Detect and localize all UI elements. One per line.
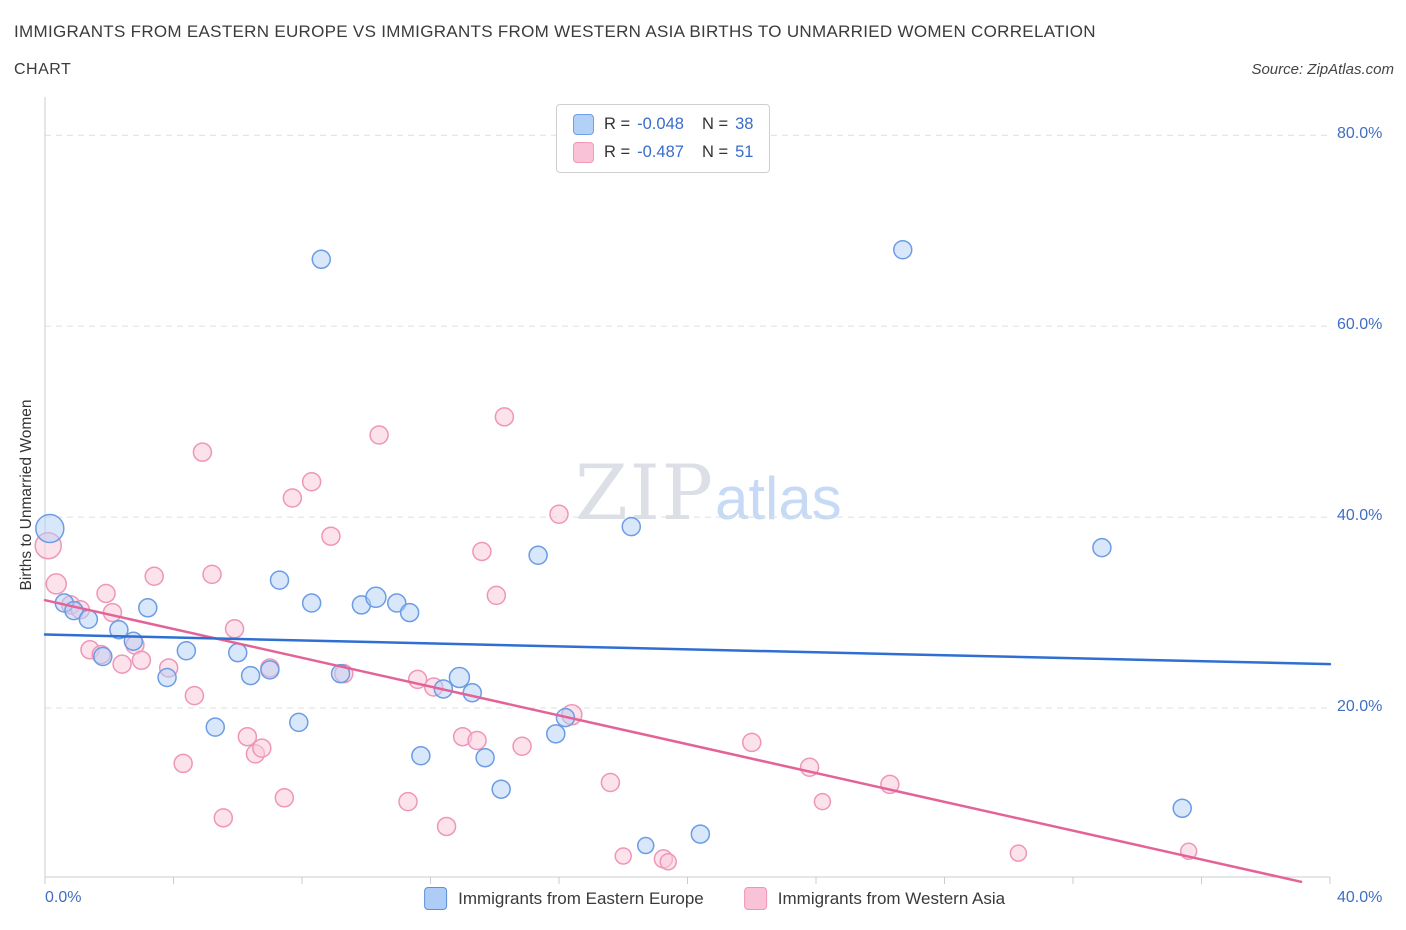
n-value: 51 (735, 143, 754, 161)
point-western-asia (813, 792, 832, 811)
eastern-europe-legend-swatch-icon (424, 887, 448, 910)
n-label: N = (701, 115, 729, 133)
western-asia-legend-swatch-icon (743, 887, 767, 910)
point-eastern-europe (138, 598, 158, 618)
point-eastern-europe (546, 724, 566, 744)
point-western-asia (102, 602, 123, 623)
point-western-asia (224, 619, 245, 639)
point-western-asia (96, 583, 116, 604)
point-eastern-europe (462, 683, 483, 703)
point-western-asia (549, 504, 569, 524)
point-eastern-europe (475, 747, 495, 768)
point-western-asia (237, 726, 258, 747)
point-western-asia (659, 853, 677, 871)
point-eastern-europe (93, 646, 113, 667)
point-western-asia (436, 816, 457, 837)
point-eastern-europe (330, 663, 351, 684)
legend-label-eastern-europe: Immigrants from Eastern Europe (458, 888, 704, 908)
point-eastern-europe (157, 667, 177, 688)
legend-item-eastern-europe: Immigrants from Eastern Europe (424, 887, 704, 910)
point-eastern-europe (448, 666, 471, 689)
point-eastern-europe (491, 779, 511, 799)
point-eastern-europe (621, 516, 642, 537)
correlation-row-eastern-europe: R = -0.048 N = 38 (573, 114, 753, 135)
point-western-asia (184, 685, 205, 706)
point-eastern-europe (528, 545, 548, 566)
legend-item-western-asia: Immigrants from Western Asia (743, 887, 1006, 910)
point-western-asia (467, 730, 487, 751)
eastern-europe-swatch-icon (573, 114, 594, 135)
point-eastern-europe (690, 824, 711, 844)
point-eastern-europe (228, 642, 248, 663)
point-eastern-europe (78, 609, 99, 630)
point-eastern-europe (205, 717, 226, 737)
point-eastern-europe (176, 641, 197, 661)
point-western-asia (398, 791, 418, 812)
point-eastern-europe (365, 586, 387, 609)
trend-line-eastern-europe (43, 633, 1332, 666)
point-western-asia (192, 442, 213, 462)
point-eastern-europe (301, 593, 322, 613)
point-eastern-europe (411, 746, 431, 766)
point-eastern-europe (1172, 798, 1192, 819)
point-western-asia (274, 788, 295, 808)
r-value: -0.487 (637, 143, 684, 161)
point-western-asia (131, 650, 152, 671)
point-western-asia (1009, 844, 1028, 862)
y-tick-label-80: 80.0% (1337, 125, 1383, 142)
point-eastern-europe (123, 631, 144, 651)
bottom-legend: Immigrants from Eastern Europe Immigrant… (424, 887, 1005, 910)
correlation-row-western-asia: R = -0.487 N = 51 (573, 142, 753, 163)
point-western-asia (45, 573, 67, 595)
point-eastern-europe (387, 593, 407, 613)
point-eastern-europe (399, 602, 420, 623)
y-tick-label-20: 20.0% (1337, 698, 1383, 715)
point-eastern-europe (1092, 537, 1112, 558)
point-eastern-europe (260, 660, 280, 680)
point-eastern-europe (269, 570, 290, 590)
point-western-asia (321, 526, 341, 546)
legend-label-western-asia: Immigrants from Western Asia (777, 888, 1006, 908)
n-label: N = (701, 143, 729, 161)
point-western-asia (494, 407, 515, 427)
point-western-asia (213, 808, 234, 828)
page-subtitle: CHART (14, 61, 72, 78)
point-eastern-europe (892, 240, 913, 260)
r-value: -0.048 (637, 115, 684, 133)
r-label: R = (604, 115, 631, 133)
y-tick-label-40: 40.0% (1337, 507, 1383, 524)
trend-line-western-asia (43, 598, 1303, 884)
point-eastern-europe (240, 665, 261, 686)
point-western-asia (512, 736, 532, 756)
point-western-asia (252, 738, 272, 758)
point-western-asia (472, 541, 492, 562)
point-western-asia (173, 753, 193, 774)
source-attribution: Source: ZipAtlas.com (1251, 61, 1394, 78)
point-western-asia (742, 732, 762, 753)
point-eastern-europe (109, 620, 129, 640)
point-western-asia (144, 566, 164, 587)
point-western-asia (301, 472, 322, 492)
point-eastern-europe (289, 712, 309, 733)
point-western-asia (112, 654, 132, 674)
point-eastern-europe (636, 836, 655, 855)
x-tick-label-0: 0.0% (45, 889, 82, 906)
point-eastern-europe (35, 513, 65, 544)
correlation-legend-box: R = -0.048 N = 38 R = -0.487 N = 51 (556, 104, 771, 173)
point-western-asia (600, 772, 621, 793)
point-eastern-europe (311, 249, 332, 270)
x-tick-label-40: 40.0% (1337, 889, 1383, 906)
western-asia-swatch-icon (573, 142, 594, 163)
point-western-asia (369, 425, 389, 445)
y-tick-label-60: 60.0% (1337, 316, 1383, 333)
point-western-asia (486, 585, 507, 606)
r-label: R = (604, 143, 631, 161)
point-western-asia (202, 564, 222, 585)
n-value: 38 (735, 115, 754, 133)
page-title: IMMIGRANTS FROM EASTERN EUROPE VS IMMIGR… (14, 22, 1096, 41)
point-western-asia (282, 488, 303, 508)
point-western-asia (614, 847, 632, 865)
